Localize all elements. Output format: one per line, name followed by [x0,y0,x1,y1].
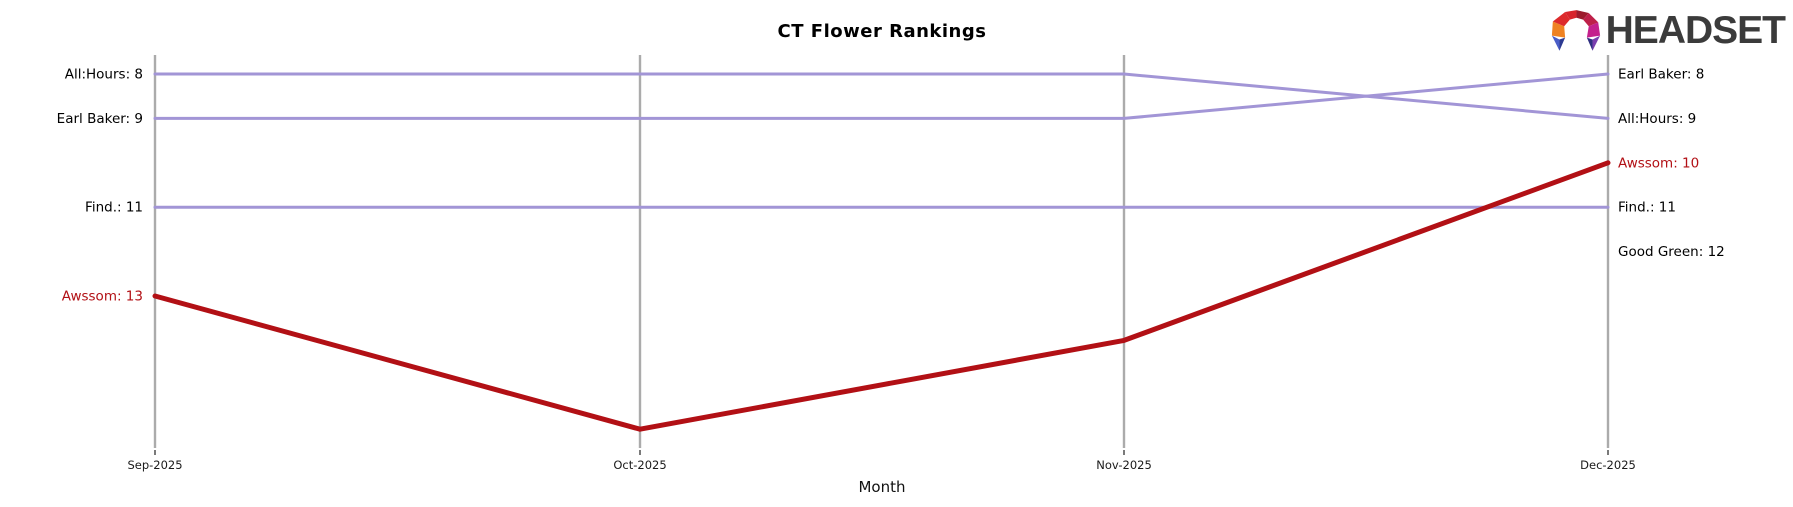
series-line-earl-baker [153,72,1610,120]
series-line-all-hours [153,72,1610,120]
right-endpoint-label: Earl Baker: 8 [1618,67,1704,83]
x-tick-label: Oct-2025 [613,458,666,472]
x-tick-label: Dec-2025 [1580,458,1636,472]
left-endpoint-label: All:Hours: 8 [65,67,143,83]
right-endpoint-label: Find.: 11 [1618,200,1676,216]
headset-logo-text: HEADSET [1605,8,1786,52]
left-endpoint-label: Find.: 11 [85,200,143,216]
left-endpoint-label: Earl Baker: 9 [57,111,143,127]
left-endpoint-label: Awssom: 13 [62,289,143,305]
right-endpoint-label: Awssom: 10 [1618,155,1699,171]
series-line-awssom [152,160,1611,432]
headset-logo-icon [1551,10,1600,51]
chart-title: CT Flower Rankings [777,21,987,42]
x-tick-label: Nov-2025 [1096,458,1152,472]
right-endpoint-label: Good Green: 12 [1618,244,1725,260]
x-axis-label: Month [858,478,905,496]
headset-logo: HEADSET [1550,6,1786,54]
right-endpoint-label: All:Hours: 9 [1618,111,1696,127]
x-tick-label: Sep-2025 [127,458,182,472]
